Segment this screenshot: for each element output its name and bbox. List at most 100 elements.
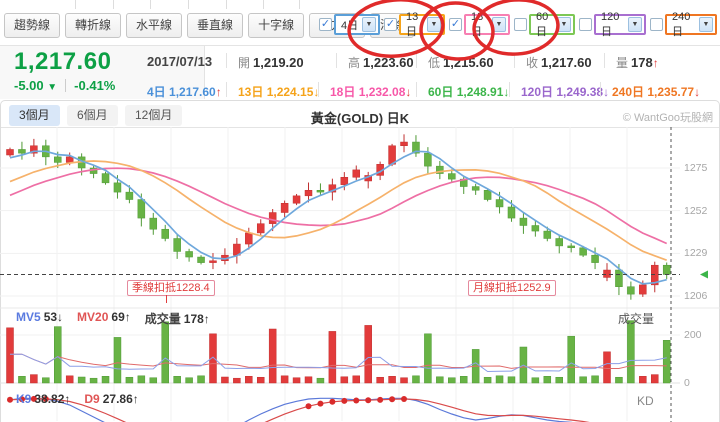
ma-dropdown-4日[interactable]: 4日 ▼ xyxy=(334,14,380,35)
volume-bar xyxy=(197,375,205,384)
ma-value: 1,248.91 xyxy=(456,85,504,99)
divider xyxy=(416,53,417,68)
legend-label: 成交量 xyxy=(144,312,181,326)
volume-bar xyxy=(483,376,492,384)
ma-dropdown-60日[interactable]: 60日 ▼ xyxy=(529,11,575,38)
tool-button-4[interactable]: 垂直線 xyxy=(187,13,244,38)
tool-button-2[interactable]: 轉折線 xyxy=(65,13,122,38)
price-axis-tick: 1229 xyxy=(684,247,708,260)
tool-button-5[interactable]: 十字線 xyxy=(248,13,305,38)
chevron-down-icon[interactable]: ▼ xyxy=(492,17,506,32)
volume-bar xyxy=(149,377,158,384)
kd-peak-dot xyxy=(401,395,408,402)
tab-3個月[interactable]: 3個月 xyxy=(9,105,60,126)
ma-label: 60日 xyxy=(428,85,457,99)
volume-bar xyxy=(352,375,361,384)
volume-bar xyxy=(400,377,408,384)
tool-button-3[interactable]: 水平線 xyxy=(126,13,183,38)
candle-body xyxy=(6,149,14,156)
volume-bar xyxy=(651,374,659,384)
price-axis-tick: 1252 xyxy=(684,204,708,217)
chevron-down-icon[interactable]: ▼ xyxy=(557,17,571,32)
divider xyxy=(226,82,227,97)
ma-dropdown-value: 120日 xyxy=(601,10,620,38)
kd-d-line xyxy=(9,398,590,422)
volume-bar xyxy=(340,376,349,384)
volume-pane-label: 成交量 xyxy=(618,312,655,326)
ma-checkbox-240日[interactable] xyxy=(650,18,663,31)
tab-6個月[interactable]: 6個月 xyxy=(67,105,118,126)
ma-checkbox-60日[interactable] xyxy=(514,18,527,31)
candle-body xyxy=(627,286,635,295)
candle-body xyxy=(280,202,289,213)
ma-checkbox-4日[interactable]: ✓ xyxy=(319,18,332,31)
ma-checkbox-18日[interactable]: ✓ xyxy=(449,18,462,31)
legend-value: 178↑ xyxy=(183,312,210,326)
candle-body xyxy=(18,149,26,154)
price-volume-kd-chart[interactable] xyxy=(0,125,720,422)
legend-value: 27.86↑ xyxy=(102,392,139,406)
quote-field-低: 低 1,215.60 xyxy=(428,54,494,71)
ma-checkbox-120日[interactable] xyxy=(579,18,592,31)
candle-body xyxy=(507,206,516,219)
kd-peak-dot xyxy=(7,396,13,403)
price-axis-tick: 1275 xyxy=(684,162,708,174)
chevron-down-icon[interactable]: ▼ xyxy=(699,17,713,32)
candle-body xyxy=(268,212,277,224)
change-value: -5.00 ▼ xyxy=(14,78,58,93)
ma-dropdown-value: 18日 xyxy=(471,10,484,38)
ma-checkbox-13日[interactable]: ✓ xyxy=(384,18,397,31)
volume-bar xyxy=(137,375,146,384)
ma-dropdown-value: 4日 xyxy=(341,19,359,32)
divider xyxy=(604,53,605,68)
toolbar-cutoff-tick xyxy=(75,0,76,9)
volume-bar xyxy=(89,377,98,384)
ma-dropdown-13日[interactable]: 13日 ▼ xyxy=(399,11,445,38)
volume-bar xyxy=(42,377,50,384)
quote-field-收: 收 1,217.60 xyxy=(526,54,592,71)
ma-value: 1,235.77 xyxy=(647,85,695,99)
quote-field-value: 1,223.60 xyxy=(363,55,414,70)
volume-bar xyxy=(6,327,14,384)
legend-value: 53↓ xyxy=(43,310,64,324)
ma-dropdown-120日[interactable]: 120日 ▼ xyxy=(594,11,646,38)
volume-bar xyxy=(543,376,552,384)
ma-selector-group-13日: ✓ 13日 ▼ xyxy=(384,11,445,38)
candle-body xyxy=(579,247,587,256)
tool-button-1[interactable]: 趨勢線 xyxy=(4,13,61,38)
ma-dropdown-18日[interactable]: 18日 ▼ xyxy=(464,11,510,38)
copyright-watermark: © WantGoo玩股網 xyxy=(622,112,713,124)
ma-dropdown-value: 240日 xyxy=(672,10,691,38)
volume-bar xyxy=(125,376,134,384)
divider xyxy=(226,53,227,68)
candle-body xyxy=(436,165,444,174)
down-triangle-icon: ▼ xyxy=(47,82,58,93)
ma-value-120日: 120日 1,249.38↓ xyxy=(521,83,609,100)
ma-selector-group-4日: ✓ 4日 ▼ xyxy=(319,14,380,35)
candle-body xyxy=(340,177,349,185)
volume-bar xyxy=(328,331,337,384)
volume-bar xyxy=(615,376,623,384)
legend-label: D9 xyxy=(84,392,100,406)
legend-value: 38.82↑ xyxy=(34,392,71,406)
arrow-icon: ↑ xyxy=(652,56,659,70)
chevron-down-icon[interactable]: ▼ xyxy=(628,17,642,32)
ma-value-60日: 60日 1,248.91↓ xyxy=(428,83,509,100)
kd-pane-label: KD xyxy=(637,394,654,408)
candle-body xyxy=(54,156,62,163)
legend-item-MV5: MV5 53↓ xyxy=(16,310,63,327)
volume-bar xyxy=(436,376,444,384)
quote-field-label: 高 xyxy=(348,56,361,70)
mv5-line xyxy=(10,353,667,373)
ma-value: 1,249.38 xyxy=(556,85,604,99)
tab-12個月[interactable]: 12個月 xyxy=(125,105,183,126)
volume-bar xyxy=(77,376,86,384)
chevron-down-icon[interactable]: ▼ xyxy=(427,17,441,32)
last-price: 1,217.60 xyxy=(14,48,112,75)
ma-dropdown-240日[interactable]: 240日 ▼ xyxy=(665,11,717,38)
chevron-down-icon[interactable]: ▼ xyxy=(362,17,376,32)
volume-bar xyxy=(268,328,277,384)
candle-body xyxy=(471,186,480,191)
candle-body xyxy=(448,173,456,180)
